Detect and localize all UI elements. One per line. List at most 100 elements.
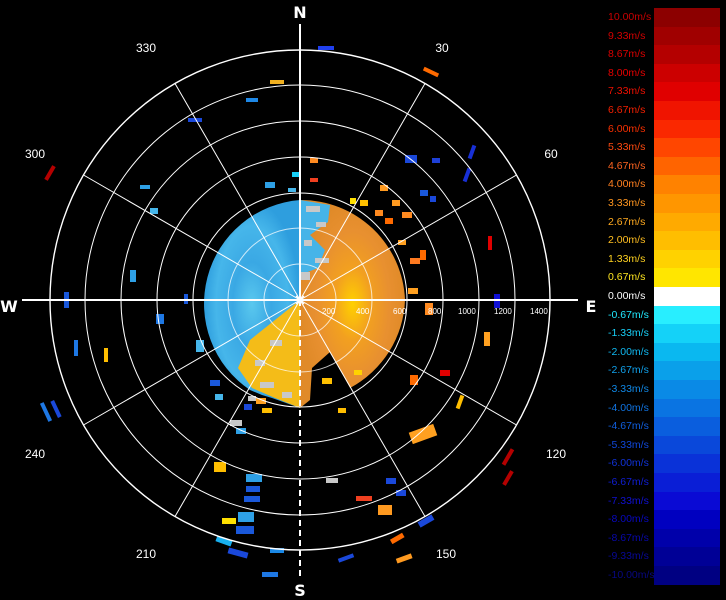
legend-label: -4.67m/s [608, 420, 649, 433]
legend-swatch [654, 324, 720, 343]
legend-row: 4.67m/s [606, 156, 720, 176]
legend-label: 2.67m/s [608, 215, 646, 228]
legend-label: 0.67m/s [608, 271, 646, 284]
legend-row: 7.33m/s [606, 82, 720, 101]
legend-row: 8.67m/s [606, 45, 720, 64]
legend-row: -6.00m/s [606, 454, 720, 473]
legend-swatch [654, 138, 720, 157]
legend-row: -7.33m/s [606, 491, 720, 511]
legend-label: 8.00m/s [608, 66, 646, 79]
legend-label: -8.67m/s [608, 531, 649, 544]
legend-label: -2.00m/s [608, 345, 649, 358]
legend-swatch [654, 63, 720, 83]
legend-label: -3.33m/s [608, 383, 649, 395]
legend-row: 2.67m/s [606, 212, 720, 232]
legend-row: -0.67m/s [606, 305, 720, 325]
legend-swatch [654, 566, 720, 585]
azimuth-label-210: 210 [136, 547, 156, 561]
legend-row: 4.00m/s [606, 175, 720, 194]
legend-label: -9.33m/s [608, 550, 649, 563]
range-label-1400: 1400 [530, 307, 548, 316]
legend-row: 3.33m/s [606, 194, 720, 213]
legend-row: -5.33m/s [606, 435, 720, 455]
legend-swatch [654, 547, 720, 566]
legend-swatch [654, 342, 720, 362]
legend-swatch [654, 305, 720, 325]
legend-row: -4.00m/s [606, 398, 720, 418]
azimuth-label-120: 120 [546, 447, 566, 461]
legend-row: 0.00m/s [606, 287, 720, 306]
compass-south: S [294, 581, 306, 600]
legend-swatch [654, 8, 720, 27]
legend-row: -2.67m/s [606, 361, 720, 380]
legend-label: 2.00m/s [608, 234, 646, 247]
legend-swatch [654, 212, 720, 232]
legend-row: 8.00m/s [606, 63, 720, 83]
legend-row: -10.00m/s [606, 566, 720, 585]
legend-row: -4.67m/s [606, 417, 720, 436]
legend-label: -5.33m/s [608, 438, 649, 451]
legend-swatch [654, 510, 720, 529]
legend-row: -8.00m/s [606, 510, 720, 529]
range-label-600: 600 [393, 307, 407, 316]
legend-label: -7.33m/s [608, 494, 649, 507]
radar-ppi-display: 200 400 600 800 1000 1200 1400 N S E W 3… [0, 3, 597, 600]
legend-label: -6.67m/s [608, 476, 649, 488]
legend-label: 10.00m/s [608, 11, 652, 23]
legend-swatch [654, 528, 720, 548]
legend-row: 1.33m/s [606, 249, 720, 269]
legend-row: -2.00m/s [606, 342, 720, 362]
legend-swatch [654, 82, 720, 101]
azimuth-label-240: 240 [25, 447, 45, 461]
legend-swatch [654, 417, 720, 436]
legend-row: 5.33m/s [606, 138, 720, 157]
compass-north: N [293, 3, 306, 22]
legend-swatch [654, 473, 720, 492]
legend-swatch [654, 268, 720, 287]
legend-row: -9.33m/s [606, 547, 720, 566]
legend-label: 8.67m/s [608, 48, 646, 61]
legend-label: 3.33m/s [608, 197, 646, 209]
legend-swatch [654, 194, 720, 213]
legend-label: -6.00m/s [608, 457, 649, 470]
legend-label: 7.33m/s [608, 85, 646, 98]
azimuth-label-150: 150 [436, 547, 456, 561]
legend-swatch [654, 101, 720, 120]
legend-row: -6.67m/s [606, 473, 720, 492]
range-labels: 200 400 600 800 1000 1200 1400 [322, 307, 548, 316]
echo-blue-intrusion [300, 200, 330, 275]
legend-label: 4.67m/s [608, 159, 646, 172]
legend-row: 0.67m/s [606, 268, 720, 287]
legend-swatch [654, 361, 720, 380]
velocity-color-legend: 10.00m/s 9.33m/s 8.67m/s 8.00m/s 7.33m/s 6.67… [606, 8, 720, 592]
legend-label: -2.67m/s [608, 364, 649, 377]
range-label-800: 800 [428, 307, 442, 316]
legend-swatch [654, 26, 720, 46]
azimuth-spokes [83, 83, 517, 517]
legend-label: -4.00m/s [608, 401, 649, 414]
legend-swatch [654, 491, 720, 511]
legend-label: 9.33m/s [608, 29, 646, 42]
azimuth-label-330: 330 [136, 41, 156, 55]
legend-swatch [654, 45, 720, 64]
scattered-returns [39, 46, 515, 577]
legend-swatch [654, 435, 720, 455]
legend-swatch [654, 398, 720, 418]
legend-swatch [654, 156, 720, 176]
legend-row: 2.00m/s [606, 231, 720, 250]
legend-swatch [654, 287, 720, 306]
legend-row: -1.33m/s [606, 324, 720, 343]
compass-east: E [586, 297, 597, 316]
legend-row: 6.00m/s [606, 119, 720, 139]
compass-west: W [0, 297, 18, 316]
azimuth-label-60: 60 [544, 147, 558, 161]
legend-swatch [654, 454, 720, 473]
legend-label: 6.67m/s [608, 104, 646, 116]
legend-row: 10.00m/s [606, 8, 720, 27]
legend-label: -10.00m/s [608, 569, 655, 581]
legend-swatch [654, 231, 720, 250]
azimuth-label-30: 30 [435, 41, 449, 55]
legend-label: -0.67m/s [608, 308, 649, 321]
legend-row: 9.33m/s [606, 26, 720, 46]
range-label-200: 200 [322, 307, 336, 316]
